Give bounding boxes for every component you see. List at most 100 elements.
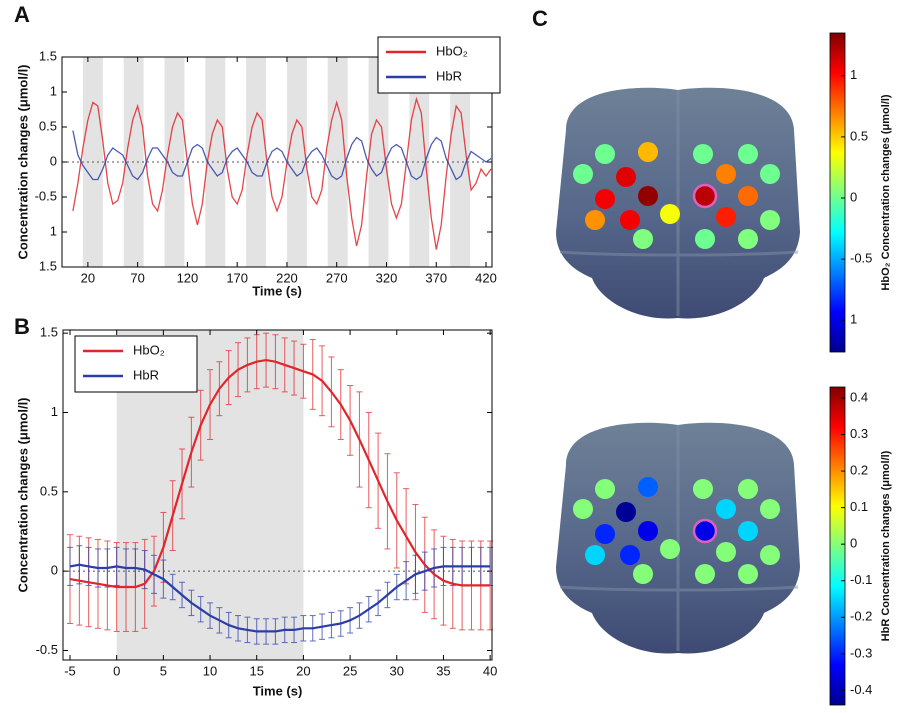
colorbar-tick-label: -0.5 — [850, 251, 872, 266]
legend-label: HbO₂ — [436, 43, 468, 58]
channel-dot — [716, 207, 736, 227]
brain — [556, 87, 800, 319]
channel-dot — [638, 521, 658, 541]
channel-dot — [660, 204, 680, 224]
x-tick-label: 170 — [226, 270, 248, 285]
colorbar-tick-label: -0.3 — [850, 645, 872, 660]
y-tick-label: -0.5 — [36, 642, 58, 657]
x-tick-label: 420 — [475, 270, 497, 285]
channel-dot — [633, 564, 653, 584]
legend-label: HbR — [436, 68, 462, 83]
channel-dot — [760, 545, 780, 565]
highlight-ring — [692, 183, 718, 209]
x-tick-label: 70 — [130, 270, 144, 285]
y-axis-label: Concentration changes (μmol/l) — [15, 64, 30, 259]
colorbar-tick-label: 1 — [850, 312, 857, 327]
series-line — [72, 96, 492, 250]
colorbar-label: HbR Concentration changes (μmol/l) — [880, 450, 892, 641]
series-line — [69, 563, 491, 633]
x-tick-label: 10 — [203, 663, 217, 678]
axes-frame — [62, 329, 493, 661]
channel-dot — [660, 539, 680, 559]
x-tick-label: 220 — [276, 270, 298, 285]
stimulus-shade — [286, 57, 307, 267]
x-tick-label: 40 — [483, 663, 497, 678]
colorbar-tick-label: 0 — [850, 189, 857, 204]
panel-letter: A — [14, 2, 30, 27]
channel-dot — [716, 499, 736, 519]
panel-letter: B — [14, 314, 30, 339]
legend-box — [377, 36, 501, 94]
colorbar-tick-label: -0.2 — [850, 609, 872, 624]
x-tick-label: -5 — [64, 663, 76, 678]
colorbar-tick-label: 0.3 — [850, 426, 868, 441]
channel-dot — [738, 479, 758, 499]
colorbar-tick-label: 0.1 — [850, 499, 868, 514]
channel-dot — [585, 210, 605, 230]
colorbar-tick-label: 1 — [850, 67, 857, 82]
legend-label: HbR — [133, 367, 159, 382]
channel-dot — [638, 142, 658, 162]
channel-dot — [738, 229, 758, 249]
x-tick-label: 120 — [177, 270, 199, 285]
y-tick-label: 1 — [50, 223, 57, 238]
series-line — [72, 130, 492, 181]
colorbar-label: HbO₂ Concentration changes (μmol/l) — [880, 94, 892, 291]
channel-dot — [620, 210, 640, 230]
y-tick-label: 1 — [50, 83, 57, 98]
x-tick-label: 20 — [81, 270, 95, 285]
colorbar-tick-label: -0.4 — [850, 682, 872, 697]
stimulus-shade — [205, 57, 226, 267]
brain-fissure — [559, 90, 799, 316]
channel-dot — [638, 186, 658, 206]
channel-dot — [738, 186, 758, 206]
x-tick-label: 270 — [326, 270, 348, 285]
channel-dot — [760, 164, 780, 184]
channel-dot — [573, 164, 593, 184]
channel-dot — [738, 144, 758, 164]
channel-dot — [595, 189, 615, 209]
colorbar-tick-label: 0 — [850, 536, 857, 551]
colorbar — [829, 386, 846, 706]
x-tick-label: 370 — [425, 270, 447, 285]
x-tick-label: 0 — [113, 663, 120, 678]
brain — [556, 422, 800, 654]
stimulus-shade — [246, 57, 267, 267]
channel-dot — [738, 564, 758, 584]
colorbar-tick-label: -0.1 — [850, 572, 872, 587]
colorbar — [829, 32, 846, 353]
y-tick-label: 0.5 — [40, 483, 58, 498]
y-tick-label: 1.5 — [39, 258, 57, 273]
legend-box — [74, 335, 198, 393]
y-tick-label: 1 — [51, 404, 58, 419]
channel-dot — [633, 229, 653, 249]
x-axis-label: Time (s) — [252, 283, 302, 298]
x-tick-label: 5 — [160, 663, 167, 678]
colorbar-tick-label: 0.5 — [850, 128, 868, 143]
x-tick-label: 20 — [296, 663, 310, 678]
channel-dot — [693, 479, 713, 499]
channel-dot — [693, 144, 713, 164]
channel-dot — [595, 479, 615, 499]
y-tick-label: 1.5 — [40, 325, 58, 340]
brain-fissure — [559, 425, 799, 651]
channel-dot — [585, 545, 605, 565]
channel-dot — [620, 545, 640, 565]
channel-dot — [738, 521, 758, 541]
x-tick-label: 35 — [436, 663, 450, 678]
axes-frame — [61, 56, 493, 268]
x-tick-label: 25 — [343, 663, 357, 678]
channel-dot — [716, 164, 736, 184]
x-tick-label: 15 — [249, 663, 263, 678]
legend-label: HbO₂ — [133, 342, 165, 357]
x-tick-label: 30 — [390, 663, 404, 678]
channel-dot — [760, 210, 780, 230]
stimulus-shade — [164, 57, 185, 267]
y-axis-label: Concentration changes (μmol/l) — [15, 397, 30, 592]
channel-dot — [616, 167, 636, 187]
channel-dot — [595, 524, 615, 544]
series-line — [69, 358, 491, 589]
channel-dot — [595, 144, 615, 164]
y-tick-label: 0 — [50, 153, 57, 168]
